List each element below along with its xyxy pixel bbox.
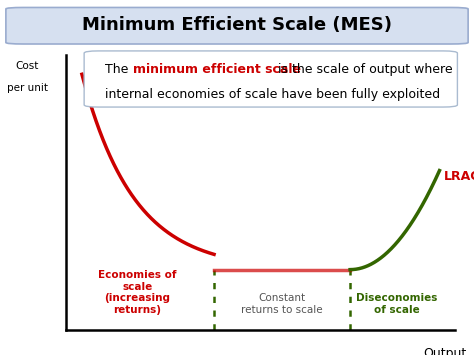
- Text: LRAC: LRAC: [443, 170, 474, 182]
- Text: Output: Output: [423, 346, 467, 355]
- Text: per unit: per unit: [7, 83, 48, 93]
- Text: Constant
returns to scale: Constant returns to scale: [241, 294, 323, 315]
- Text: minimum efficient scale: minimum efficient scale: [133, 63, 301, 76]
- Text: Minimum Efficient Scale (MES): Minimum Efficient Scale (MES): [82, 16, 392, 34]
- Text: The: The: [105, 63, 133, 76]
- Text: Cost: Cost: [16, 61, 39, 71]
- FancyBboxPatch shape: [6, 7, 468, 44]
- Text: is the scale of output where: is the scale of output where: [274, 63, 453, 76]
- Text: internal economies of scale have been fully exploited: internal economies of scale have been fu…: [105, 88, 440, 101]
- FancyBboxPatch shape: [84, 51, 457, 107]
- Text: Economies of
scale
(increasing
returns): Economies of scale (increasing returns): [98, 270, 176, 315]
- Text: Diseconomies
of scale: Diseconomies of scale: [356, 294, 438, 315]
